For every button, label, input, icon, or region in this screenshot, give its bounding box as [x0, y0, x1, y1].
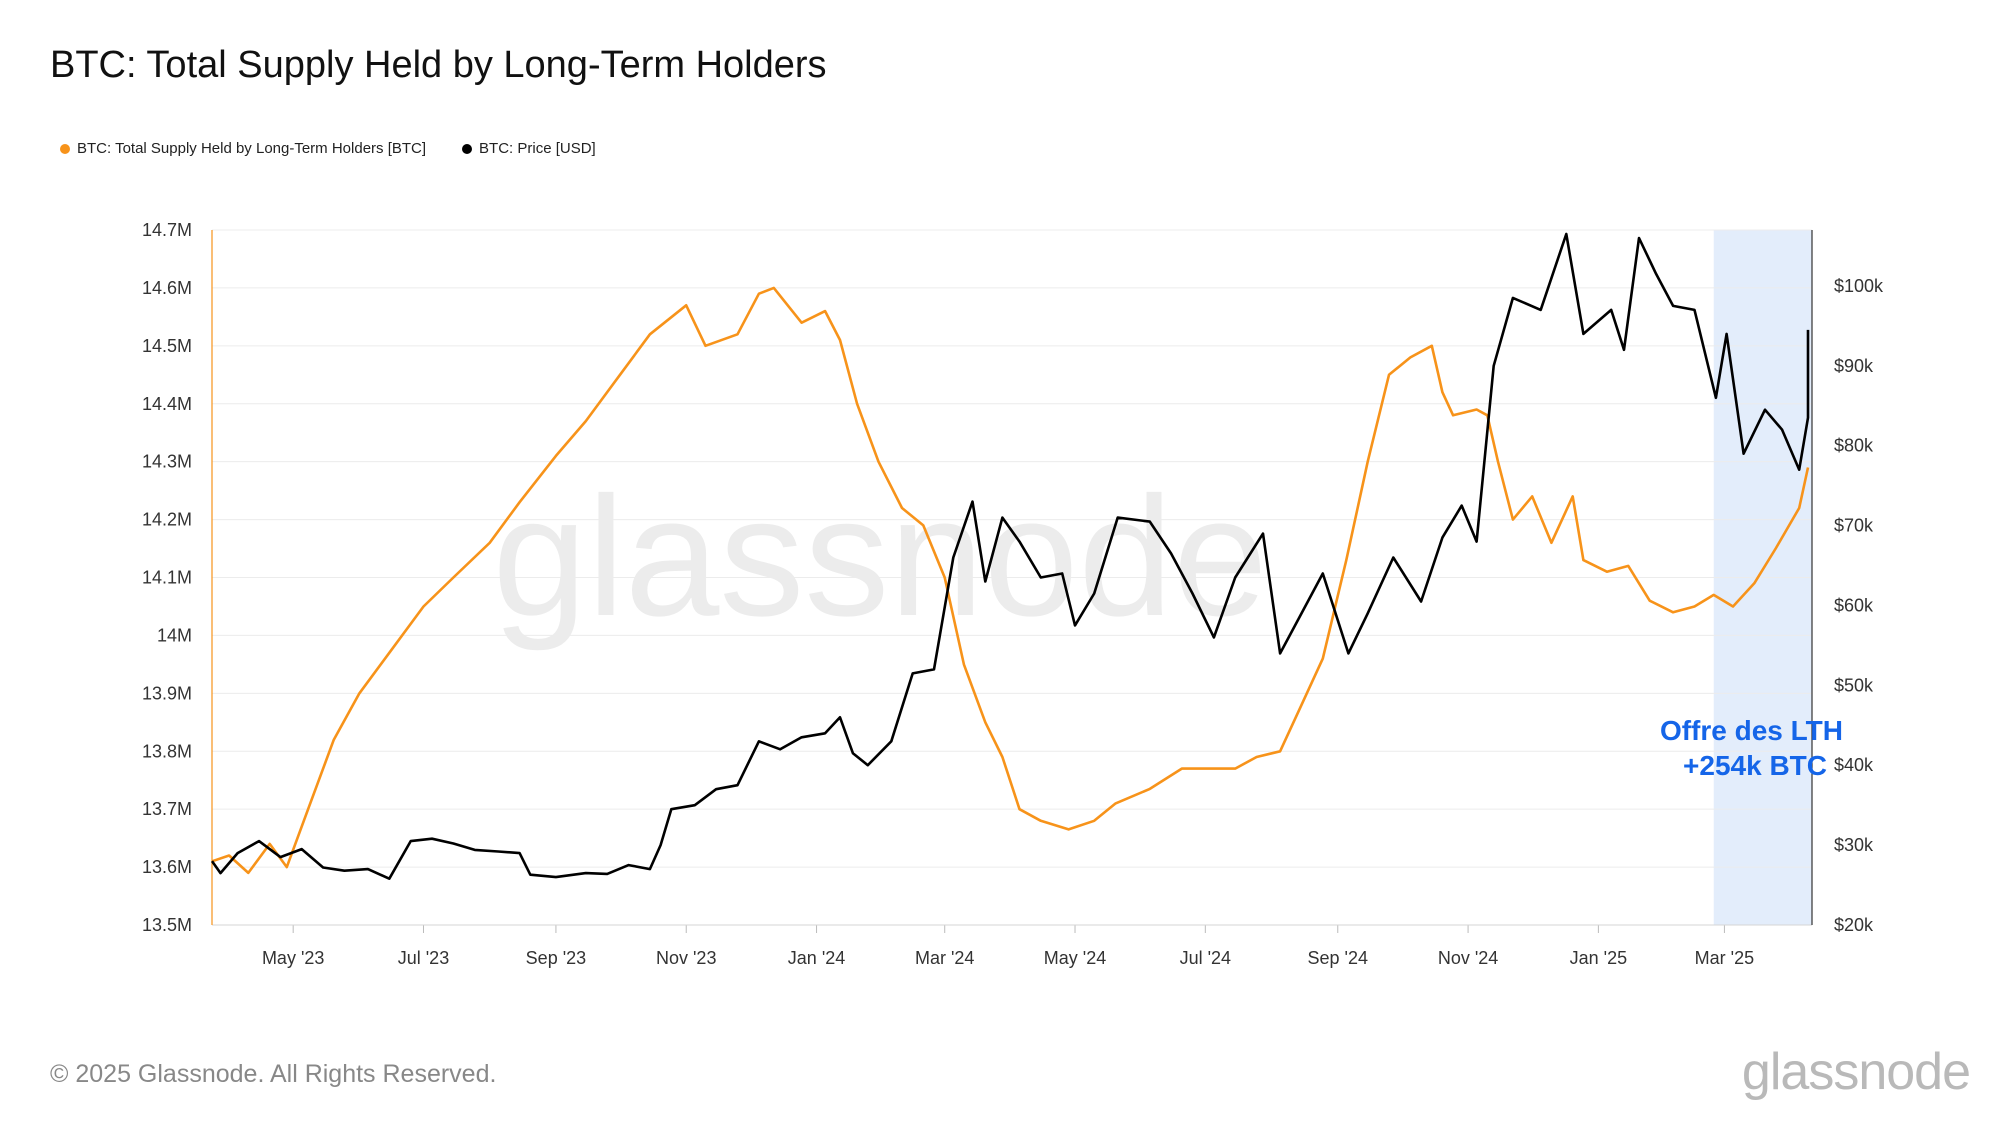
y-left-tick-label: 14.2M: [142, 510, 192, 530]
legend: BTC: Total Supply Held by Long-Term Hold…: [60, 140, 596, 157]
y-left-tick-label: 14.3M: [142, 452, 192, 472]
y-right-tick-label: $20k: [1834, 915, 1874, 935]
legend-item-price[interactable]: BTC: Price [USD]: [462, 140, 596, 157]
y-left-tick-label: 14.4M: [142, 394, 192, 414]
x-tick-label: May '24: [1044, 948, 1106, 968]
y-right-tick-label: $70k: [1834, 516, 1874, 536]
annotation-line-1: Offre des LTH: [1660, 715, 1843, 746]
annotation-line-2: +254k BTC: [1683, 750, 1827, 781]
y-right-tick-label: $80k: [1834, 436, 1874, 456]
y-left-tick-label: 13.8M: [142, 741, 192, 761]
legend-item-lth-supply[interactable]: BTC: Total Supply Held by Long-Term Hold…: [60, 140, 426, 157]
y-left-tick-label: 13.9M: [142, 683, 192, 703]
watermark-text: glassnode: [492, 462, 1267, 652]
x-tick-label: Nov '23: [656, 948, 716, 968]
legend-label-lth-supply: BTC: Total Supply Held by Long-Term Hold…: [77, 140, 427, 157]
y-left-tick-label: 13.6M: [142, 857, 192, 877]
y-left-tick-label: 14.6M: [142, 278, 192, 298]
x-tick-label: Mar '25: [1695, 948, 1754, 968]
x-tick-label: Jul '24: [1180, 948, 1231, 968]
x-tick-label: May '23: [262, 948, 324, 968]
x-tick-label: Jan '25: [1570, 948, 1627, 968]
chart-title: BTC: Total Supply Held by Long-Term Hold…: [50, 44, 827, 86]
y-right-tick-label: $60k: [1834, 595, 1874, 615]
x-tick-label: Sep '24: [1308, 948, 1369, 968]
x-tick-label: Mar '24: [915, 948, 974, 968]
y-right-tick-label: $30k: [1834, 835, 1874, 855]
series-layer: [210, 232, 1810, 880]
y-left-tick-label: 14.1M: [142, 568, 192, 588]
x-tick-label: Jul '23: [398, 948, 449, 968]
price-line: [210, 232, 1810, 880]
y-right-tick-label: $90k: [1834, 356, 1874, 376]
legend-dot-price: [462, 143, 473, 154]
glassnode-logo: glassnode: [1741, 1043, 1971, 1101]
y-left-tick-label: 14M: [157, 625, 192, 645]
y-left-tick-label: 13.7M: [142, 799, 192, 819]
y-right-tick-label: $50k: [1834, 675, 1874, 695]
y-right-tick-label: $100k: [1834, 276, 1884, 296]
legend-label-price: BTC: Price [USD]: [479, 140, 596, 157]
copyright-text: © 2025 Glassnode. All Rights Reserved.: [50, 1060, 497, 1088]
annotation-layer: Offre des LTH +254k BTC: [1660, 715, 1843, 781]
y-left-tick-label: 14.5M: [142, 336, 192, 356]
y-left-tick-label: 13.5M: [142, 915, 192, 935]
y-left-tick-label: 14.7M: [142, 220, 192, 240]
x-tick-label: Jan '24: [788, 948, 845, 968]
y-right-tick-label: $40k: [1834, 755, 1874, 775]
axes-layer: 13.5M 13.6M 13.7M 13.8M 13.9M 14M 14.1M 14.2M 14…: [142, 220, 1884, 968]
x-tick-label: Nov '24: [1438, 948, 1498, 968]
lth-supply-line: [211, 286, 1810, 875]
legend-dot-lth-supply: [60, 143, 70, 154]
x-tick-label: Sep '23: [526, 948, 587, 968]
